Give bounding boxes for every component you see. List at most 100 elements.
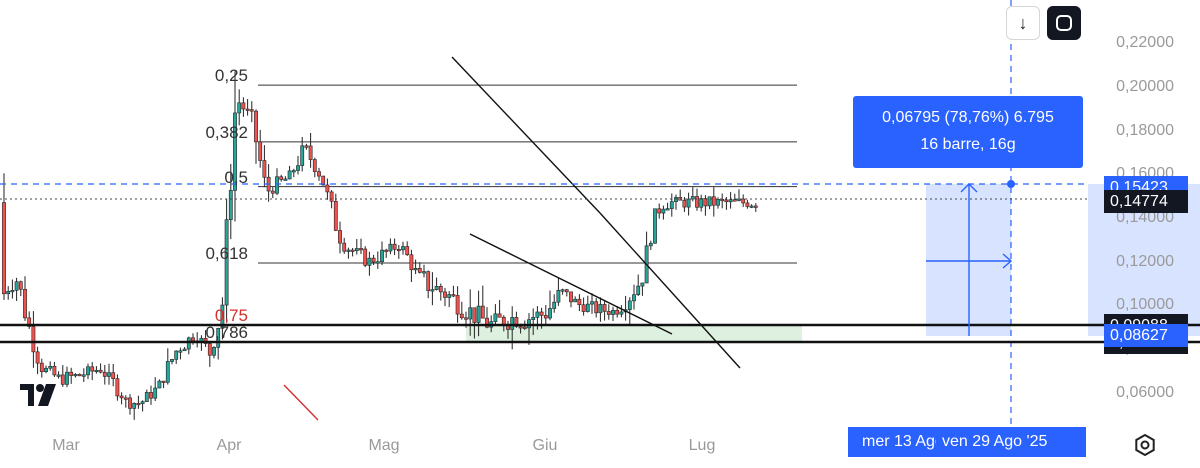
candle-body (707, 196, 712, 207)
candle-body (632, 294, 636, 302)
y-tick-label: 0,10000 (1116, 296, 1174, 314)
candle-body (665, 208, 670, 211)
candle-body (182, 348, 187, 352)
candle-body (720, 198, 725, 202)
fib-lines (258, 84, 797, 343)
candle-body (144, 392, 149, 402)
measure-line-1: 0,06795 (78,76%) 6.795 (882, 109, 1054, 126)
settings-icon[interactable] (1133, 433, 1157, 457)
candle-body (585, 303, 590, 312)
support-zone (466, 326, 802, 342)
measure-arrow-right-head (1002, 253, 1013, 269)
candle-body (153, 387, 158, 399)
arrow-down-icon: ↓ (1018, 12, 1028, 33)
y-tick-label: 0,22000 (1116, 34, 1174, 52)
candle-body (426, 271, 431, 291)
scroll-to-latest-button[interactable]: ↓ (1006, 6, 1040, 40)
candle-body (52, 365, 57, 376)
candle-body (749, 205, 754, 208)
candle-body (2, 202, 6, 295)
candle-body (123, 397, 128, 400)
candle-body (606, 311, 611, 315)
candle-body (543, 315, 548, 319)
fullscreen-button[interactable] (1047, 6, 1081, 40)
tradingview-logo[interactable] (18, 382, 64, 408)
candle-body (443, 291, 447, 298)
candle-body (732, 199, 737, 202)
candle-body (174, 350, 179, 360)
red-trend-line (283, 384, 319, 421)
candle-body (207, 343, 212, 356)
candle-body (384, 249, 389, 252)
candle-body (648, 242, 653, 247)
candle-body (65, 371, 69, 385)
candle-body (317, 171, 321, 177)
candle-body (170, 359, 174, 362)
candle-body (94, 369, 99, 373)
candle-body (31, 326, 36, 353)
candle-body (39, 362, 44, 372)
candle-body (363, 248, 368, 266)
candle-body (304, 145, 309, 148)
candle-body (262, 160, 267, 178)
measure-line-2: 16 barre, 16g (920, 136, 1016, 153)
x-tick-label: Lug (688, 437, 716, 454)
candle-body (493, 313, 498, 322)
candle-body (69, 371, 74, 376)
candle-body (434, 286, 439, 290)
candle-body (640, 282, 645, 287)
candle-body (115, 378, 120, 397)
candle-body (296, 165, 300, 171)
candle-body (157, 380, 162, 389)
candle-body (220, 304, 225, 329)
candle-body (73, 374, 78, 377)
candle-body (325, 184, 330, 193)
fib-level-label: 0,75 (214, 306, 248, 326)
candle-body (56, 374, 61, 377)
candle-body (459, 313, 464, 319)
candle-body (716, 198, 720, 206)
candle-body (283, 178, 288, 181)
x-tick-label: Mar (52, 437, 80, 454)
candle-body (682, 199, 687, 208)
candle-body (518, 326, 523, 329)
candle-body (178, 350, 183, 353)
measure-tooltip: 0,06795 (78,76%) 6.795 16 barre, 16g (853, 96, 1083, 168)
candle-body (119, 395, 124, 399)
candle-body (111, 372, 116, 379)
candle-body (6, 290, 11, 295)
wedge-upper-line (451, 56, 601, 214)
candle-body (690, 196, 695, 200)
candle-body (476, 305, 481, 323)
candle-body (102, 371, 107, 377)
candle-body (241, 102, 246, 110)
fib-level-label: 0,618 (205, 244, 248, 264)
candle-body (186, 337, 191, 350)
wedge-lower-line (469, 233, 673, 335)
candle-body (405, 246, 410, 256)
candle-body (699, 198, 704, 208)
candle-body (514, 317, 519, 327)
candle-body (98, 369, 103, 373)
candle-body (552, 301, 557, 309)
candle-body (510, 317, 515, 330)
candle-body (308, 145, 313, 160)
candle-body (522, 326, 527, 329)
candle-body (367, 257, 372, 266)
candle-body (321, 175, 326, 186)
candle-body (132, 403, 137, 409)
candle-body (472, 307, 477, 323)
date-range-start: mer 13 Ago (862, 433, 936, 450)
candle-body (497, 313, 502, 318)
candle-body (653, 208, 657, 244)
candle-body (48, 365, 53, 369)
candle-body (674, 197, 678, 202)
candle-body (90, 366, 95, 372)
fib-level-label: 0,5 (224, 167, 248, 187)
candle-body (380, 249, 384, 263)
candle-body (581, 304, 586, 312)
candle-body (447, 294, 452, 298)
candle-body (245, 108, 250, 111)
candle-body (401, 246, 405, 251)
